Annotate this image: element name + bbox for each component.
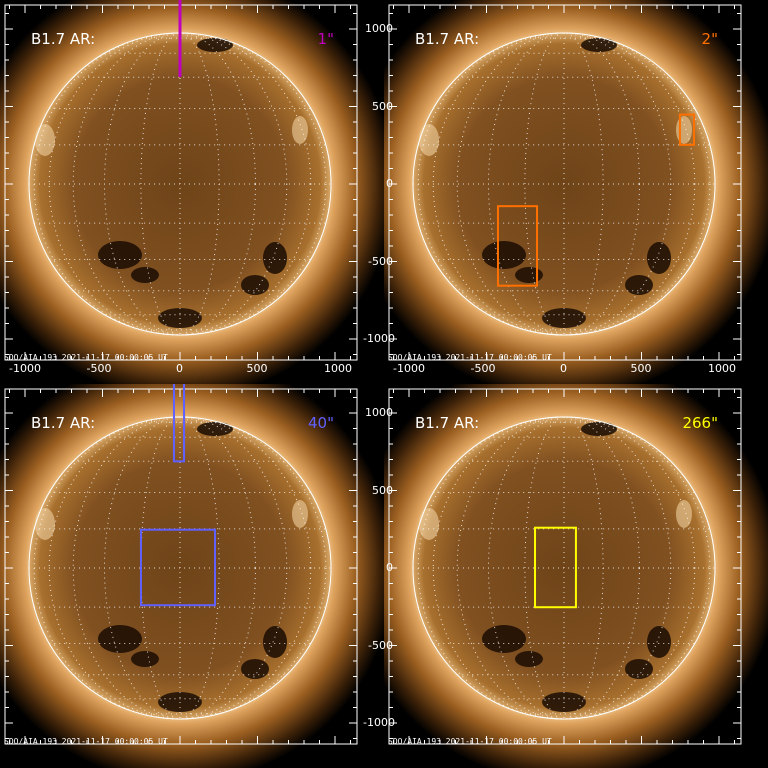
sun-panel: B1.7 AR: 266" SDO/AIA 193 2021-11-17 00:00… xyxy=(363,384,768,768)
coronal-hole xyxy=(241,659,269,679)
active-region xyxy=(292,116,308,144)
active-region xyxy=(676,500,692,528)
coronal-hole xyxy=(515,267,543,283)
x-tick-label: 0 xyxy=(176,362,183,375)
limb-circle xyxy=(412,416,716,720)
x-tick-label: 1000 xyxy=(708,362,736,375)
coronal-hole xyxy=(625,659,653,679)
y-tick-label: 0 xyxy=(386,177,393,190)
x-tick-label: 500 xyxy=(246,362,268,375)
coronal-hole xyxy=(515,651,543,667)
coronal-hole xyxy=(98,625,142,653)
coronal-hole xyxy=(131,267,159,283)
limb-circle xyxy=(412,32,716,336)
coronal-hole xyxy=(581,38,617,52)
heliographic-grid xyxy=(29,32,331,336)
coronal-hole xyxy=(263,242,287,274)
region-box xyxy=(534,526,577,609)
plot-frame xyxy=(388,388,742,745)
plot-frame xyxy=(388,4,742,361)
active-region xyxy=(35,124,55,156)
active-region xyxy=(35,508,55,540)
x-tick-label: -500 xyxy=(86,362,112,375)
y-tick-label: 1000 xyxy=(365,22,393,35)
coronal-hole xyxy=(131,651,159,667)
sun-panel: B1.7 AR: 2" SDO/AIA 193 2021-11-17 00:00:0… xyxy=(363,0,768,384)
panel-label: B1.7 AR: xyxy=(31,30,96,48)
coronal-hole xyxy=(241,275,269,295)
y-tick-label: -500 xyxy=(368,254,393,268)
limb-circle xyxy=(28,416,332,720)
coronal-hole xyxy=(647,242,671,274)
heliographic-grid xyxy=(413,32,715,336)
y-tick-label: 500 xyxy=(372,483,393,497)
region-box xyxy=(496,205,539,287)
active-region xyxy=(419,508,439,540)
sun-panel: B1.7 AR: 40" SDO/AIA 193 2021-11-17 00:00:… xyxy=(0,384,384,768)
coronal-hole xyxy=(482,625,526,653)
y-tick-label: -500 xyxy=(368,638,393,652)
y-tick-label: 500 xyxy=(372,99,393,113)
footer-caption: SDO/AIA 193 2021-11-17 00:00:05 UT xyxy=(388,353,552,362)
coronal-hole xyxy=(197,38,233,52)
y-tick-label: -1000 xyxy=(363,716,395,729)
panel-label: B1.7 AR: xyxy=(31,414,96,432)
sun-image xyxy=(0,0,384,384)
region-box xyxy=(678,113,696,146)
coronal-hole xyxy=(98,241,142,269)
y-tick-label: -1000 xyxy=(363,332,395,345)
size-label: 2" xyxy=(701,30,718,48)
coronal-hole xyxy=(197,422,233,436)
heliographic-grid xyxy=(413,416,715,720)
region-box xyxy=(172,384,186,463)
coronal-hole xyxy=(482,241,526,269)
panel-label: B1.7 AR: xyxy=(415,414,480,432)
x-tick-label: 500 xyxy=(630,362,652,375)
region-box xyxy=(139,528,217,607)
size-label: 1" xyxy=(317,30,334,48)
y-tick-label: 1000 xyxy=(365,406,393,419)
coronal-hole xyxy=(647,626,671,658)
footer-caption: SDO/AIA 193 2021-11-17 00:00:05 UT xyxy=(4,737,168,746)
sun-panel: B1.7 AR: 1" SDO/AIA 193 2021-11-17 00:00:0… xyxy=(0,0,384,384)
coronal-hole xyxy=(263,626,287,658)
active-region xyxy=(419,124,439,156)
panel-label: B1.7 AR: xyxy=(415,30,480,48)
footer-caption: SDO/AIA 193 2021-11-17 00:00:05 UT xyxy=(4,353,168,362)
footer-caption: SDO/AIA 193 2021-11-17 00:00:05 UT xyxy=(388,737,552,746)
sun-image xyxy=(384,384,768,768)
coronal-hole xyxy=(581,422,617,436)
size-label: 266" xyxy=(682,414,718,432)
x-tick-label: 1000 xyxy=(324,362,352,375)
size-label: 40" xyxy=(308,414,334,432)
x-tick-label: -1000 xyxy=(393,362,425,375)
x-tick-label: -500 xyxy=(470,362,496,375)
x-tick-label: 0 xyxy=(560,362,567,375)
active-region xyxy=(292,500,308,528)
coronal-hole xyxy=(625,275,653,295)
y-tick-label: 0 xyxy=(386,561,393,574)
x-tick-label: -1000 xyxy=(9,362,41,375)
sun-image xyxy=(0,384,384,768)
sun-image xyxy=(384,0,768,384)
plot-frame xyxy=(4,388,358,745)
active-region xyxy=(676,116,692,144)
